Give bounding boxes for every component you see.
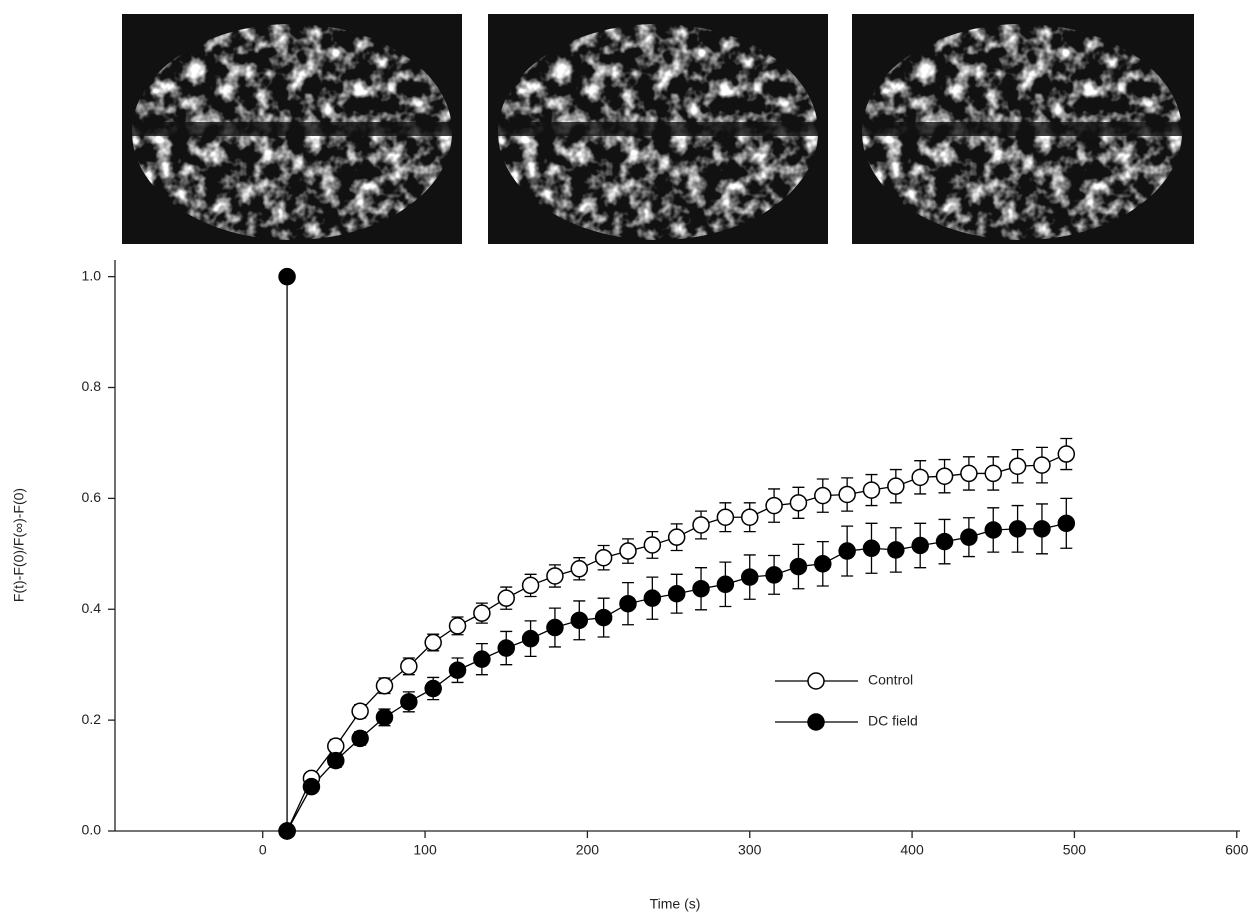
marker — [351, 729, 369, 748]
marker — [887, 541, 905, 559]
x-tick-label: 300 — [738, 842, 762, 858]
marker — [911, 536, 929, 555]
marker — [643, 589, 662, 607]
y-tick-label: 1.0 — [82, 267, 102, 283]
y-axis-label: F(t)-F(0)/F(∞)-F(0) — [11, 488, 27, 602]
marker — [960, 528, 978, 546]
marker — [448, 617, 467, 635]
marker — [327, 737, 345, 755]
marker — [1033, 456, 1051, 474]
marker — [521, 629, 540, 648]
marker — [546, 567, 564, 585]
legend-label: Control — [868, 672, 913, 688]
marker — [619, 594, 637, 613]
marker — [546, 618, 564, 637]
y-tick-label: 0.0 — [82, 822, 102, 838]
marker — [692, 516, 710, 534]
marker — [789, 494, 808, 512]
marker — [862, 481, 881, 499]
marker — [716, 508, 735, 526]
marker — [327, 751, 345, 770]
marker — [497, 589, 515, 607]
marker — [984, 464, 1002, 483]
y-tick-label: 0.6 — [82, 489, 102, 505]
x-tick-label: 400 — [900, 842, 924, 858]
series-line — [286, 522, 1067, 832]
marker — [960, 464, 978, 483]
marker — [375, 677, 394, 695]
y-tick-label: 0.4 — [82, 600, 102, 616]
marker — [911, 468, 929, 487]
marker — [716, 575, 735, 594]
series-line — [286, 453, 1067, 832]
micrograph — [852, 14, 1194, 244]
x-tick-label: 600 — [1225, 842, 1249, 858]
marker — [448, 661, 467, 679]
marker — [570, 611, 589, 630]
y-tick-label: 0.8 — [82, 378, 102, 394]
marker — [400, 693, 418, 711]
marker — [400, 657, 418, 676]
marker — [838, 485, 856, 504]
x-tick-label: 200 — [576, 842, 600, 858]
marker — [984, 521, 1002, 539]
marker — [1008, 520, 1027, 538]
marker — [740, 568, 759, 586]
legend-marker — [807, 713, 825, 731]
marker — [862, 539, 881, 558]
marker — [570, 560, 589, 578]
legend-marker — [807, 672, 825, 690]
micrograph — [488, 14, 828, 244]
marker — [667, 584, 686, 603]
marker — [814, 555, 832, 573]
marker — [521, 576, 540, 595]
x-tick-label: 500 — [1063, 842, 1087, 858]
marker — [643, 536, 662, 554]
marker — [473, 604, 491, 622]
x-tick-label: 0 — [259, 842, 267, 858]
marker — [473, 650, 491, 668]
marker — [667, 528, 686, 546]
marker — [838, 542, 856, 560]
marker — [1057, 514, 1076, 533]
marker — [302, 777, 321, 796]
marker — [765, 496, 783, 515]
marker — [740, 508, 759, 526]
marker — [1033, 520, 1051, 538]
marker — [887, 477, 905, 495]
marker — [765, 566, 783, 584]
marker — [935, 467, 954, 485]
marker — [619, 542, 637, 560]
marker — [351, 702, 369, 721]
micrograph — [122, 14, 462, 244]
marker — [789, 557, 808, 576]
marker — [497, 639, 515, 657]
marker — [1057, 445, 1076, 463]
legend-label: DC field — [868, 713, 918, 729]
marker — [375, 708, 394, 727]
marker — [424, 679, 442, 698]
marker — [814, 486, 832, 505]
marker — [424, 633, 442, 652]
marker — [935, 532, 954, 551]
marker — [1008, 457, 1027, 475]
x-axis-label: Time (s) — [650, 896, 701, 912]
x-tick-label: 100 — [413, 842, 437, 858]
marker — [278, 267, 296, 286]
marker — [692, 579, 710, 598]
marker — [278, 822, 296, 840]
marker — [594, 608, 613, 627]
marker — [594, 548, 613, 567]
y-tick-label: 0.2 — [82, 711, 102, 727]
